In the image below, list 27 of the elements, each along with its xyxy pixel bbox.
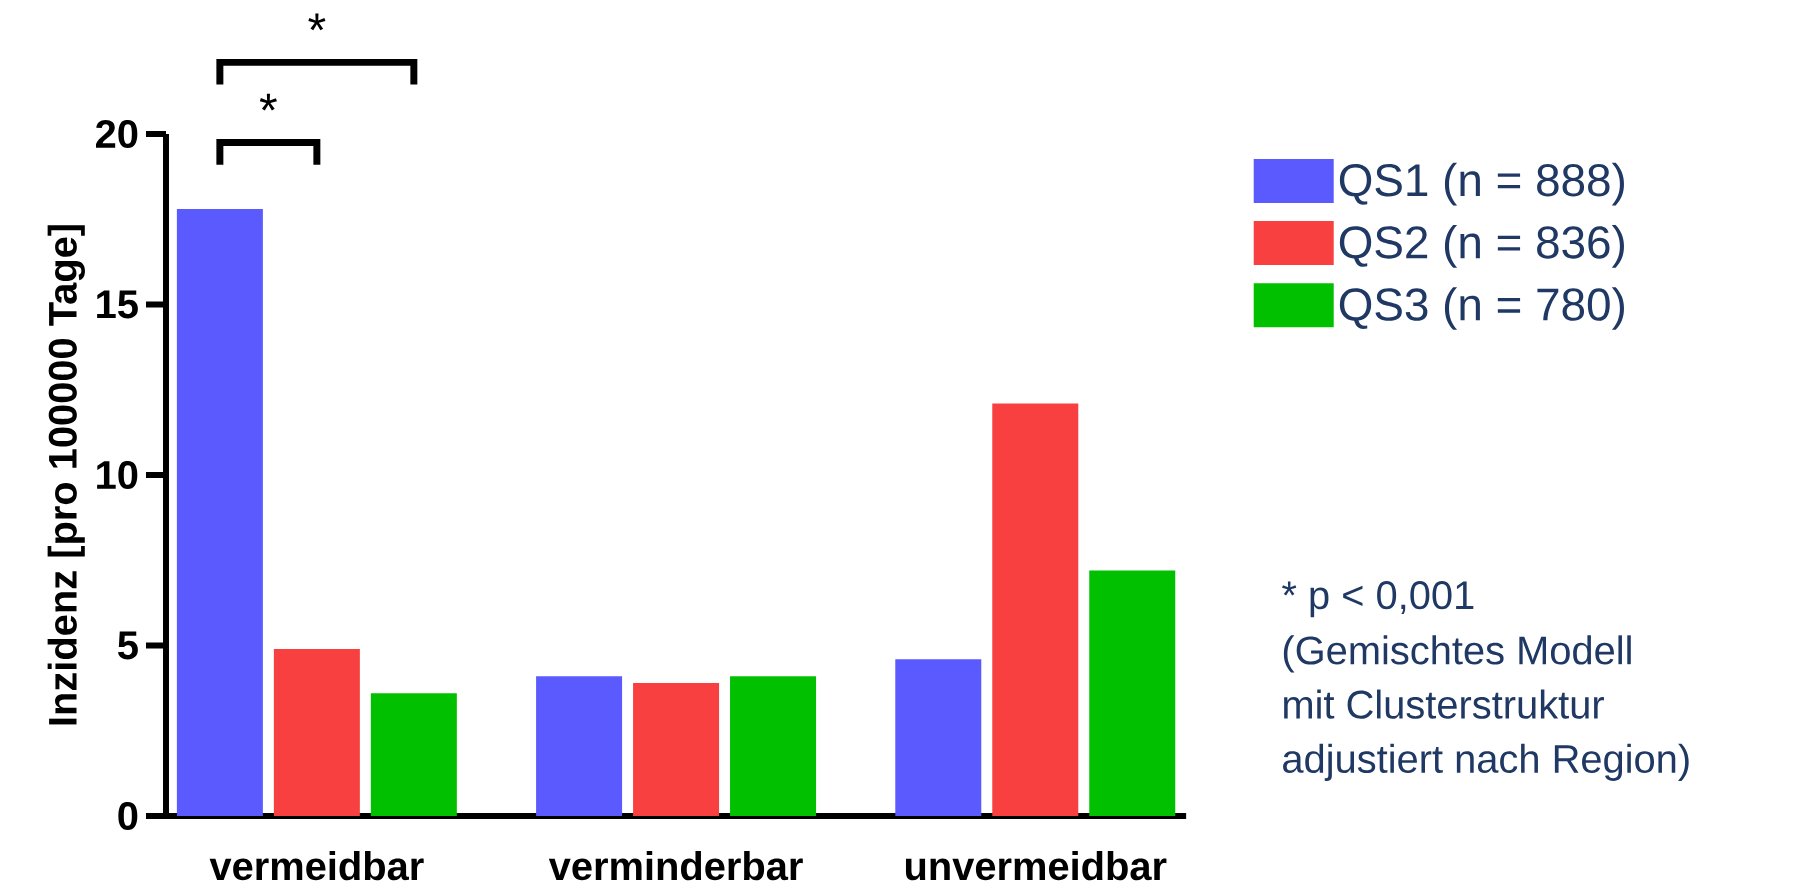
x-tick-label: verminderbar bbox=[548, 851, 803, 881]
text: mit Clusterstruktur bbox=[1284, 689, 1604, 719]
bar bbox=[895, 659, 982, 816]
y-tick-label: 10 bbox=[97, 460, 138, 490]
bar bbox=[633, 683, 720, 816]
bar bbox=[370, 693, 457, 816]
legend-label: QS3 (n = 780) bbox=[1339, 287, 1624, 330]
y-tick-label: 0 bbox=[118, 801, 138, 831]
x-tick-label: unvermeidbar bbox=[905, 851, 1167, 881]
x-tick-label: vermeidbar bbox=[209, 851, 424, 881]
legend-label: QS2 (n = 836) bbox=[1339, 224, 1624, 268]
y-axis-title: Inzidenz [pro 100000 Tage] bbox=[47, 225, 85, 725]
bar bbox=[273, 648, 360, 816]
bar bbox=[536, 676, 623, 816]
y-tick-label: 15 bbox=[97, 290, 138, 319]
text: adjustiert nach Region) bbox=[1283, 743, 1689, 781]
text: * bbox=[259, 93, 277, 111]
bar bbox=[1089, 570, 1176, 816]
legend-label: QS1 (n = 888) bbox=[1339, 162, 1624, 206]
text: * p < 0,001 bbox=[1282, 581, 1474, 618]
bar bbox=[176, 209, 263, 816]
y-tick-label: 5 bbox=[118, 631, 138, 660]
text: (Gemischtes Modell bbox=[1283, 635, 1631, 673]
text: * bbox=[308, 13, 326, 31]
bar bbox=[730, 676, 817, 816]
bar bbox=[992, 403, 1079, 816]
y-tick-label: 20 bbox=[96, 119, 138, 149]
